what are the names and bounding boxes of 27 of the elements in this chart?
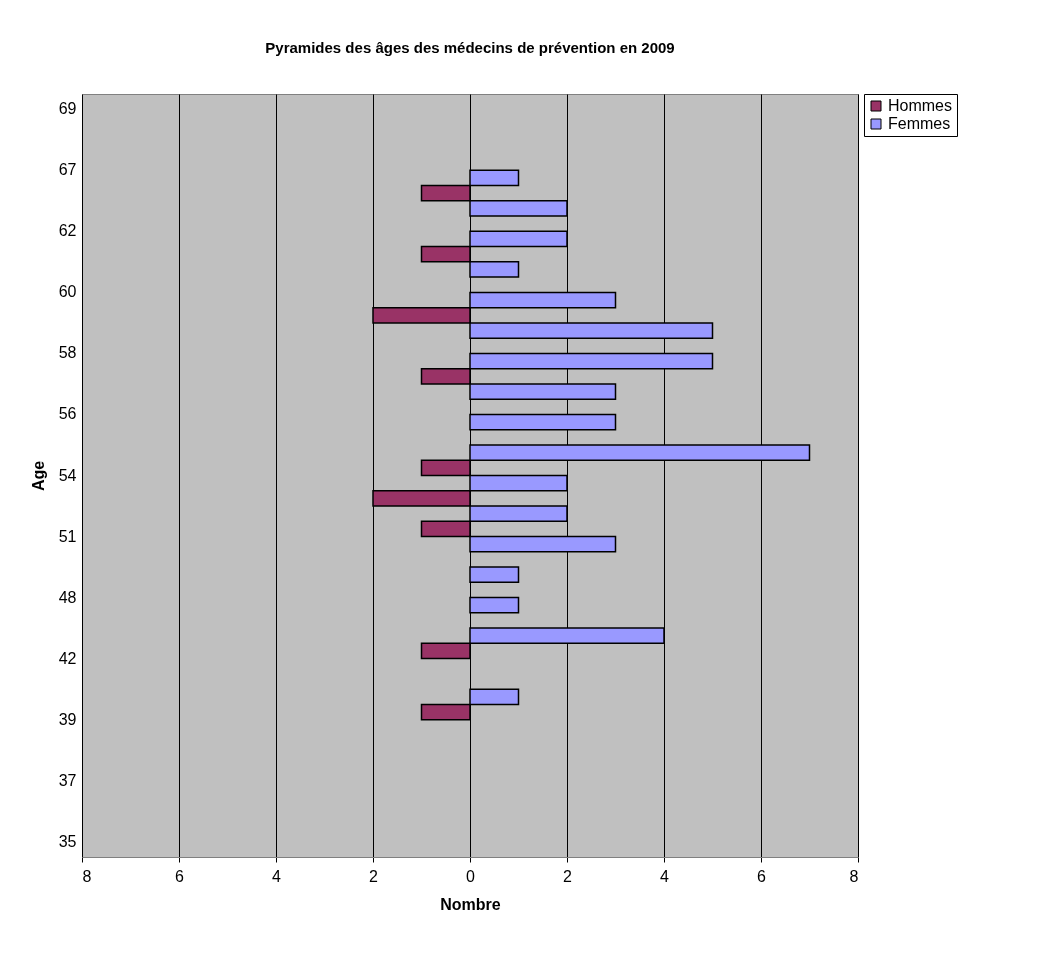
legend-label: Femmes [888, 115, 951, 132]
y-tick-label: 42 [58, 649, 77, 667]
y-tick-label: 60 [58, 283, 77, 301]
x-tick-label: 4 [272, 867, 282, 885]
x-tick-label: 6 [175, 867, 185, 885]
y-tick-label: 54 [58, 466, 77, 484]
x-tick-label: 0 [466, 867, 476, 885]
x-tick-label: 4 [660, 867, 670, 885]
chart-title: Pyramides des âges des médecins de prévention en 2009 [265, 38, 675, 56]
y-tick-label: 67 [58, 161, 77, 179]
y-tick-label: 62 [58, 222, 77, 240]
y-tick-label: 39 [58, 710, 77, 728]
y-tick-label: 56 [58, 405, 77, 423]
x-tick-label: 2 [369, 867, 379, 885]
legend-label: Hommes [888, 97, 953, 114]
y-tick-label: 69 [58, 100, 77, 118]
x-tick-label: 2 [563, 867, 573, 885]
y-tick-label: 48 [58, 588, 77, 606]
y-tick-label: 35 [58, 832, 77, 850]
y-axis-title: Age [29, 460, 47, 492]
y-tick-label: 51 [58, 527, 77, 545]
x-tick-label: 8 [849, 867, 859, 885]
x-axis-title: Nombre [440, 895, 501, 913]
x-tick-label: 8 [82, 867, 92, 885]
y-tick-label: 58 [58, 344, 77, 362]
x-tick-label: 6 [757, 867, 767, 885]
y-tick-label: 37 [58, 771, 77, 789]
